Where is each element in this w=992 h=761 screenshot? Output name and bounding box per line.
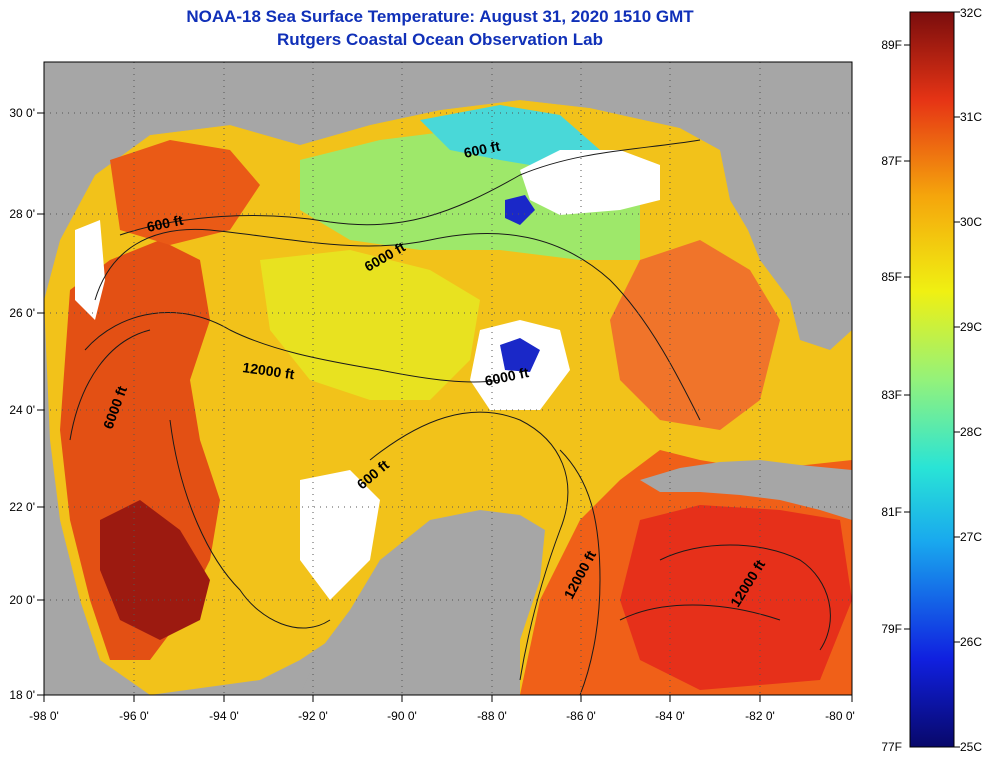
lon-tick-label: -90 0' bbox=[387, 709, 417, 723]
contour-label: 600 ft bbox=[145, 212, 184, 235]
colorbar-c-label: 25C bbox=[960, 740, 982, 754]
lat-tick-label: 28 0' bbox=[9, 207, 35, 221]
colorbar-f-label: 83F bbox=[881, 388, 902, 402]
east-warm-zone bbox=[610, 240, 780, 430]
warm-north-zone bbox=[110, 140, 260, 245]
lon-tick-label: -86 0' bbox=[566, 709, 596, 723]
colorbar-c-label: 29C bbox=[960, 320, 982, 334]
colorbar-f-label: 81F bbox=[881, 505, 902, 519]
lon-tick-label: -96 0' bbox=[119, 709, 149, 723]
lon-tick-label: -94 0' bbox=[209, 709, 239, 723]
lon-tick-label: -80 0' bbox=[825, 709, 855, 723]
colorbar-f-label: 77F bbox=[881, 740, 902, 754]
lon-tick-label: -98 0' bbox=[29, 709, 59, 723]
cuba-landmass bbox=[640, 460, 852, 520]
cold-patch-central bbox=[500, 338, 540, 372]
contour-label: 12000 ft bbox=[242, 359, 296, 382]
cold-patch-north bbox=[505, 195, 535, 225]
lon-tick-label: -84 0' bbox=[655, 709, 685, 723]
warm-cuba-south-zone bbox=[620, 505, 852, 690]
colorbar-f-label: 85F bbox=[881, 270, 902, 284]
map-frame bbox=[43, 61, 853, 696]
colorbar-f-label: 89F bbox=[881, 38, 902, 52]
colorbar-f-label: 87F bbox=[881, 154, 902, 168]
contour-label: 600 ft bbox=[462, 138, 501, 161]
lat-tick-label: 26 0' bbox=[9, 306, 35, 320]
florida-landmass bbox=[720, 62, 852, 350]
yucatan-landmass bbox=[300, 510, 545, 695]
colorbar-c-label: 27C bbox=[960, 530, 982, 544]
lat-tick-label: 22 0' bbox=[9, 500, 35, 514]
lon-tick-label: -88 0' bbox=[477, 709, 507, 723]
colorbar-c-label: 32C bbox=[960, 6, 982, 20]
lat-tick-label: 20 0' bbox=[9, 593, 35, 607]
colorbar: 32C 31C 30C 29C 28C 27C 26C 25C 89F 87F … bbox=[881, 6, 982, 754]
colorbar-c-label: 30C bbox=[960, 215, 982, 229]
map-title: NOAA-18 Sea Surface Temperature: August … bbox=[186, 7, 694, 26]
colorbar-c-label: 28C bbox=[960, 425, 982, 439]
central-yellow-zone bbox=[260, 250, 480, 400]
us-coast-landmass bbox=[44, 62, 760, 300]
bathymetry-contours bbox=[69, 139, 831, 695]
axis-ticks bbox=[37, 112, 853, 702]
map-subtitle: Rutgers Coastal Ocean Observation Lab bbox=[277, 30, 603, 49]
cloud-patch-ne bbox=[520, 150, 660, 215]
colorbar-f-label: 79F bbox=[881, 622, 902, 636]
lat-tick-label: 30 0' bbox=[9, 106, 35, 120]
colorbar-gradient bbox=[909, 11, 955, 748]
cloud-patch-west bbox=[75, 220, 105, 320]
lat-tick-label: 18 0' bbox=[9, 688, 35, 702]
colorbar-c-label: 26C bbox=[960, 635, 982, 649]
lat-tick-label: 24 0' bbox=[9, 403, 35, 417]
colorbar-c-label: 31C bbox=[960, 110, 982, 124]
cloud-patch-yucatan bbox=[300, 470, 380, 600]
hottest-core-zone bbox=[100, 500, 210, 640]
lon-tick-label: -92 0' bbox=[298, 709, 328, 723]
lon-tick-label: -82 0' bbox=[745, 709, 775, 723]
